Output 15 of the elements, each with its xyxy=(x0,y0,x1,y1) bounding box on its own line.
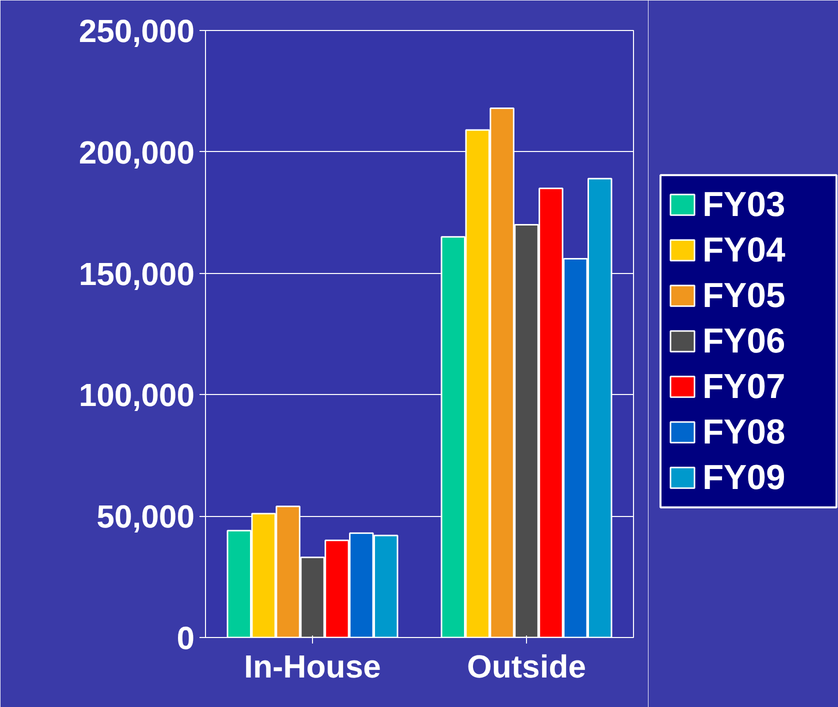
y-tick-label: 150,000 xyxy=(78,256,194,292)
legend-label: FY06 xyxy=(702,322,786,360)
y-tick-label: 250,000 xyxy=(78,13,194,49)
y-tick-label: 0 xyxy=(176,620,194,656)
legend-label: FY05 xyxy=(702,276,786,315)
y-tick-label: 50,000 xyxy=(96,498,194,535)
legend-label: FY08 xyxy=(702,413,786,452)
legend-label: FY04 xyxy=(702,231,786,270)
legend-label: FY09 xyxy=(702,458,786,497)
x-tick-label: In-House xyxy=(244,648,381,684)
legend-label: FY07 xyxy=(702,368,786,406)
y-tick-label: 200,000 xyxy=(78,134,194,170)
x-tick-label: Outside xyxy=(466,648,586,684)
legend-label: FY03 xyxy=(702,186,786,224)
y-tick-label: 100,000 xyxy=(78,377,194,414)
